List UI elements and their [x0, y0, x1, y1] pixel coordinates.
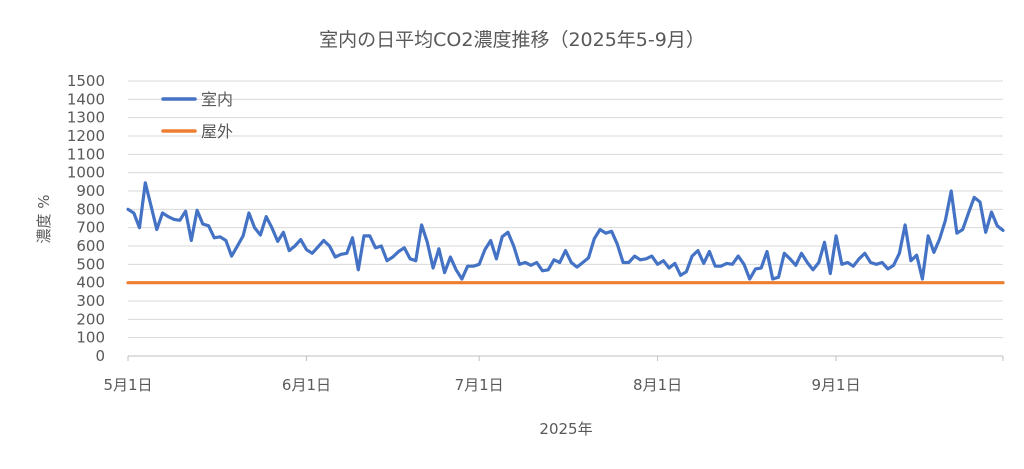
y-tick-label: 300: [76, 292, 105, 310]
x-tick-label: 9月1日: [812, 376, 861, 394]
y-tick-label: 400: [76, 274, 105, 292]
x-tick-label: 5月1日: [103, 376, 152, 394]
y-tick-label: 600: [76, 237, 105, 255]
y-tick-label: 1000: [67, 164, 105, 182]
x-tick-label: 7月1日: [455, 376, 504, 394]
legend-label: 室内: [201, 90, 233, 109]
y-axis-label: 濃度 %: [35, 194, 53, 243]
y-tick-label: 1300: [67, 109, 105, 127]
series-lines: [126, 181, 1005, 285]
y-tick-label: 800: [76, 200, 105, 218]
y-tick-label: 700: [76, 219, 105, 237]
y-tick-label: 900: [76, 182, 105, 200]
legend-label: 屋外: [201, 122, 233, 141]
y-tick-label: 200: [76, 310, 105, 328]
x-axis-label: 2025年: [539, 420, 592, 438]
y-tick-label: 1200: [67, 127, 105, 145]
y-tick-label: 1400: [67, 90, 105, 108]
chart-title: 室内の日平均CO2濃度推移（2025年5-9月）: [319, 29, 705, 51]
y-tick-label: 1100: [67, 145, 105, 163]
y-tick-label: 1500: [67, 72, 105, 90]
y-tick-label: 100: [76, 329, 105, 347]
x-tick-label: 6月1日: [282, 376, 331, 394]
series-line-0: [126, 181, 1005, 281]
x-axis: 5月1日 6月1日 7月1日 8月1日 9月1日: [103, 355, 1004, 394]
y-tick-label: 500: [76, 255, 105, 273]
y-axis-tick-labels: 0100200300400500600700800900100011001200…: [67, 72, 105, 365]
y-tick-label: 0: [95, 347, 105, 365]
grid-lines: [128, 80, 1003, 339]
x-tick-label: 8月1日: [633, 376, 682, 394]
